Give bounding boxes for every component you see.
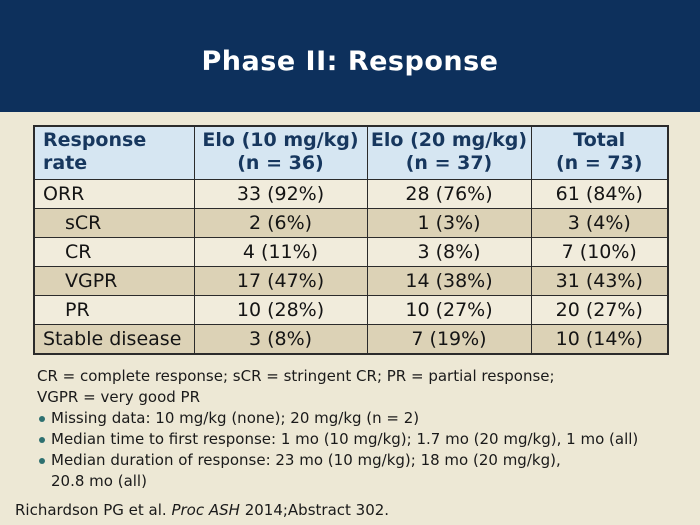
table-row-stable-disease: Stable disease 3 (8%) 7 (19%) 10 (14%) xyxy=(33,324,669,354)
row-label: CR xyxy=(33,237,195,267)
row-label: VGPR xyxy=(33,266,195,296)
bullet-text: Missing data: 10 mg/kg (none); 20 mg/kg … xyxy=(51,409,420,427)
footnotes-block: CR = complete response; sCR = stringent … xyxy=(37,366,687,492)
cell-value: 10 (28%) xyxy=(193,295,368,325)
response-table: Response rate Elo (10 mg/kg) (n = 36) El… xyxy=(33,125,669,355)
table-row-cr: CR 4 (11%) 3 (8%) 7 (10%) xyxy=(33,237,669,267)
col-header-line1: Total xyxy=(573,129,626,151)
bullet-missing-data: Missing data: 10 mg/kg (none); 20 mg/kg … xyxy=(37,408,687,429)
cell-value: 10 (14%) xyxy=(530,324,669,354)
table-row-pr: PR 10 (28%) 10 (27%) 20 (27%) xyxy=(33,295,669,325)
bullet-median-time: Median time to first response: 1 mo (10 … xyxy=(37,429,687,450)
col-header-line2: (n = 73) xyxy=(556,152,643,174)
col-header-line2: (n = 37) xyxy=(405,152,493,174)
cell-value: 10 (27%) xyxy=(366,295,532,325)
cell-value: 3 (8%) xyxy=(366,237,532,267)
cell-value: 17 (47%) xyxy=(193,266,368,296)
abbreviation-note-line1: CR = complete response; sCR = stringent … xyxy=(37,367,555,385)
citation-journal: Proc ASH xyxy=(171,501,240,519)
col-header-line2: (n = 36) xyxy=(237,152,324,174)
abbreviation-note-line2: VGPR = very good PR xyxy=(37,388,201,406)
bullet-text: Median duration of response: 23 mo (10 m… xyxy=(51,451,561,469)
bullet-icon xyxy=(39,458,45,464)
table-row-orr: ORR 33 (92%) 28 (76%) 61 (84%) xyxy=(33,179,669,209)
col-header-response-rate: Response rate xyxy=(33,125,195,180)
cell-value: 1 (3%) xyxy=(366,208,532,238)
cell-value: 33 (92%) xyxy=(193,179,368,209)
cell-value: 28 (76%) xyxy=(366,179,532,209)
row-label: Stable disease xyxy=(33,324,195,354)
col-header-line1: Elo (20 mg/kg) xyxy=(370,129,528,151)
cell-value: 7 (10%) xyxy=(530,237,669,267)
col-header-total: Total (n = 73) xyxy=(530,125,669,180)
citation-reference: 2014;Abstract 302. xyxy=(239,501,390,519)
cell-value: 3 (4%) xyxy=(530,208,669,238)
cell-value: 14 (38%) xyxy=(366,266,532,296)
row-label: sCR xyxy=(33,208,195,238)
table-row-scr: sCR 2 (6%) 1 (3%) 3 (4%) xyxy=(33,208,669,238)
cell-value: 3 (8%) xyxy=(193,324,368,354)
bullet-text-wrap: 20.8 mo (all) xyxy=(51,472,147,490)
cell-value: 20 (27%) xyxy=(530,295,669,325)
cell-value: 61 (84%) xyxy=(530,179,669,209)
bullet-text: Median time to first response: 1 mo (10 … xyxy=(51,430,639,448)
title-band: Phase II: Response xyxy=(0,0,700,112)
cell-value: 31 (43%) xyxy=(530,266,669,296)
bullet-median-duration: Median duration of response: 23 mo (10 m… xyxy=(37,450,687,492)
citation: Richardson PG et al. Proc ASH 2014;Abstr… xyxy=(15,501,389,519)
table-header-row: Response rate Elo (10 mg/kg) (n = 36) El… xyxy=(33,125,669,180)
citation-authors: Richardson PG et al. xyxy=(15,501,172,519)
cell-value: 7 (19%) xyxy=(366,324,532,354)
col-header-elo-10: Elo (10 mg/kg) (n = 36) xyxy=(193,125,368,180)
row-label: ORR xyxy=(33,179,195,209)
col-header-elo-20: Elo (20 mg/kg) (n = 37) xyxy=(366,125,532,180)
bullet-icon xyxy=(39,437,45,443)
slide-title: Phase II: Response xyxy=(201,45,499,77)
cell-value: 4 (11%) xyxy=(193,237,368,267)
cell-value: 2 (6%) xyxy=(193,208,368,238)
table-row-vgpr: VGPR 17 (47%) 14 (38%) 31 (43%) xyxy=(33,266,669,296)
row-label: PR xyxy=(33,295,195,325)
col-header-line1: Elo (10 mg/kg) xyxy=(202,129,359,151)
bullet-icon xyxy=(39,416,45,422)
